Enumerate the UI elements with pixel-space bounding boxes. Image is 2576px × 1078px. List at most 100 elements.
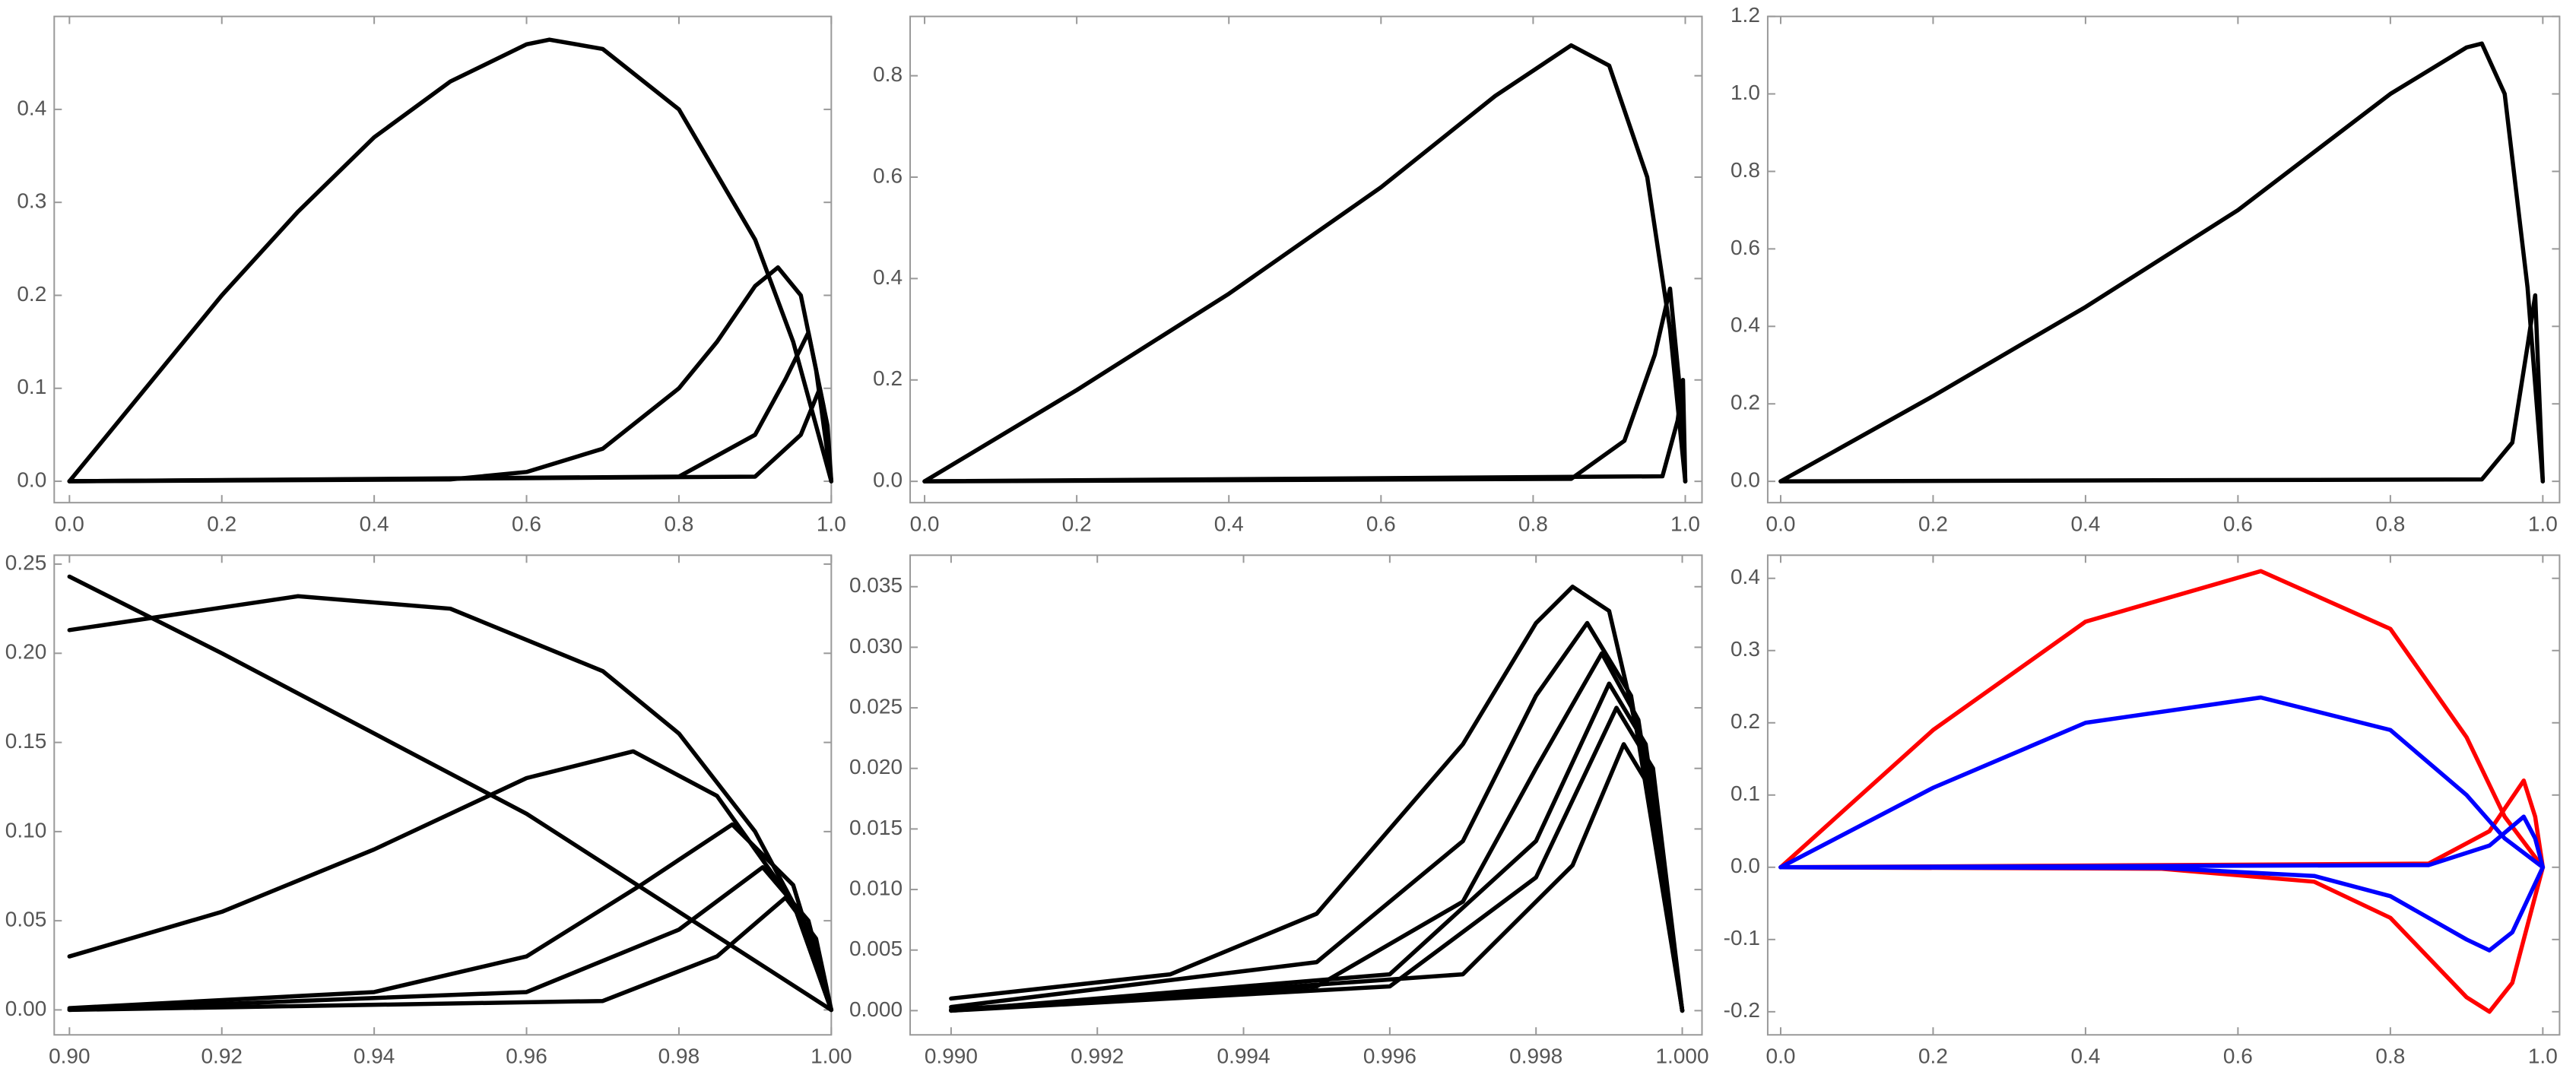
x-tick-label: 1.000 [1655, 1045, 1708, 1068]
x-tick-label: 1.0 [1670, 512, 1700, 536]
x-tick-label: 0.2 [1918, 1045, 1948, 1068]
curve [67, 386, 834, 484]
curve [949, 620, 1685, 1013]
x-tick-label: 0.6 [1366, 512, 1396, 536]
x-tick-label: 0.0 [1766, 1045, 1796, 1068]
x-tick-label: 0.4 [1214, 512, 1244, 536]
x-tick-label: 0.6 [2223, 1045, 2253, 1068]
y-tick-label: 0.0 [1731, 468, 1760, 492]
plot-frame [909, 554, 1703, 1036]
y-tick-label: 0.2 [17, 282, 46, 306]
y-tick-label: 0.3 [17, 189, 46, 213]
y-tick-label: 0.005 [849, 937, 903, 960]
x-tick-label: 0.96 [506, 1045, 547, 1068]
y-tick-label: 1.0 [1731, 81, 1760, 104]
x-tick-label: 0.6 [2223, 512, 2253, 536]
curve [949, 651, 1685, 1013]
x-tick-label: 0.94 [354, 1045, 395, 1068]
y-tick-label: 0.20 [5, 640, 47, 664]
curve [67, 265, 834, 484]
x-tick-label: 0.8 [664, 512, 693, 536]
y-tick-label: 0.3 [1731, 637, 1760, 661]
x-tick-label: 0.0 [55, 512, 84, 536]
x-tick-label: 0.994 [1217, 1045, 1271, 1068]
y-tick-label: 0.015 [849, 816, 903, 839]
x-tick-label: 1.00 [811, 1045, 852, 1068]
curve [922, 286, 1688, 484]
y-tick-label: 0.2 [1731, 391, 1760, 414]
x-tick-label: 0.8 [1518, 512, 1548, 536]
curve [67, 749, 834, 1013]
x-tick-label: 0.6 [512, 512, 541, 536]
plot-frame [1766, 15, 2561, 504]
x-tick-label: 0.998 [1509, 1045, 1562, 1068]
x-tick-label: 0.2 [207, 512, 236, 536]
y-tick-label: 0.020 [849, 755, 903, 778]
plot-frame [53, 554, 833, 1036]
x-tick-label: 0.8 [2375, 1045, 2405, 1068]
y-tick-label: 0.030 [849, 634, 903, 658]
y-tick-label: 0.035 [849, 573, 903, 597]
curve [67, 822, 834, 1013]
plot-frame [53, 15, 833, 504]
y-tick-label: 0.4 [1731, 313, 1760, 337]
curve [67, 895, 834, 1013]
curve [949, 705, 1685, 1013]
y-tick-label: 0.2 [873, 366, 903, 390]
y-tick-label: 0.000 [849, 997, 903, 1021]
y-tick-label: 0.15 [5, 729, 47, 753]
y-tick-label: 0.2 [1731, 709, 1760, 733]
y-tick-label: 0.010 [849, 876, 903, 899]
x-tick-label: 0.8 [2375, 512, 2405, 536]
y-tick-label: -0.1 [1724, 926, 1760, 950]
x-tick-label: 0.4 [2070, 512, 2100, 536]
x-tick-label: 0.0 [910, 512, 940, 536]
x-tick-label: 1.0 [2528, 512, 2558, 536]
curve [1778, 41, 2546, 484]
x-tick-label: 0.98 [658, 1045, 700, 1068]
curve [922, 378, 1688, 484]
x-tick-label: 0.4 [2070, 1045, 2100, 1068]
curve [922, 43, 1688, 484]
x-tick-label: 0.4 [360, 512, 389, 536]
y-tick-label: 1.2 [1731, 3, 1760, 27]
y-tick-label: 0.4 [873, 265, 903, 289]
x-tick-label: 0.90 [49, 1045, 90, 1068]
curve [1778, 778, 2546, 870]
curve [1778, 293, 2546, 484]
curve [67, 330, 834, 484]
x-tick-label: 0.2 [1918, 512, 1948, 536]
y-tick-label: 0.025 [849, 694, 903, 718]
curve [67, 594, 834, 1013]
x-tick-label: 1.0 [2528, 1045, 2558, 1068]
curve [67, 574, 834, 1013]
y-tick-label: 0.8 [873, 62, 903, 86]
y-tick-label: 0.25 [5, 550, 47, 574]
y-tick-label: 0.0 [873, 468, 903, 492]
x-tick-label: 0.992 [1071, 1045, 1124, 1068]
y-tick-label: -0.2 [1724, 998, 1760, 1022]
x-tick-label: 0.990 [925, 1045, 978, 1068]
y-tick-label: 0.00 [5, 997, 47, 1020]
curve [1778, 814, 2546, 870]
plot-frame [1766, 554, 2561, 1036]
x-tick-label: 0.996 [1363, 1045, 1416, 1068]
curve [1778, 865, 2546, 953]
x-tick-label: 1.0 [817, 512, 846, 536]
curve [949, 742, 1685, 1013]
y-tick-label: 0.0 [1731, 854, 1760, 877]
y-tick-label: 0.10 [5, 818, 47, 842]
y-tick-label: 0.6 [1731, 236, 1760, 259]
x-tick-label: 0.0 [1766, 512, 1796, 536]
curve [1778, 695, 2546, 870]
y-tick-label: 0.05 [5, 908, 47, 931]
curve [1778, 569, 2546, 870]
y-tick-label: 0.8 [1731, 158, 1760, 182]
y-tick-label: 0.0 [17, 468, 46, 491]
y-tick-label: 0.6 [873, 163, 903, 187]
x-tick-label: 0.2 [1062, 512, 1092, 536]
y-tick-label: 0.4 [1731, 565, 1760, 588]
y-tick-label: 0.4 [17, 96, 46, 119]
